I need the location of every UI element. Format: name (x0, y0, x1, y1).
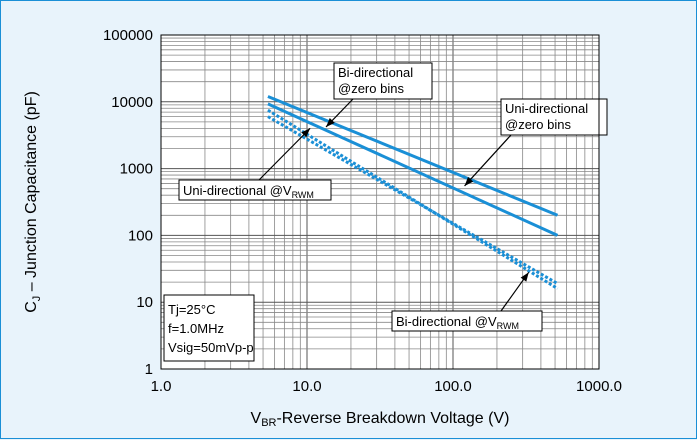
condition-temp: Tj=25°C (168, 302, 215, 317)
uni-zero-label-line: Uni-directional (505, 101, 588, 116)
bi-zero-label-line: @zero bins (338, 81, 404, 96)
x-axis-title: VBR-Reverse Breakdown Voltage (V) (251, 410, 510, 429)
bi-vrwm-arrow-head (520, 272, 529, 282)
condition-vsig: Vsig=50mVp-p (168, 340, 254, 355)
x-tick-label: 10.0 (292, 378, 321, 395)
bi-zero-label-line: Bi-directional (338, 65, 413, 80)
bi-vrwm-label: Bi-directional @VRWM (396, 314, 519, 331)
x-tick-label: 1000.0 (576, 378, 622, 395)
dotted-series-line-3 (267, 115, 559, 285)
y-tick-label: 100 (128, 227, 153, 244)
data-series (267, 95, 559, 290)
y-tick-label: 10 (136, 294, 153, 311)
plot-border (160, 34, 600, 370)
uni-vrwm-arrow-head (301, 128, 311, 138)
bi-zero-label-box (333, 62, 433, 100)
condition-freq: f=1.0MHz (168, 321, 224, 336)
uni-zero-label-box (500, 98, 608, 136)
x-tick-label: 1.0 (151, 378, 172, 395)
uni-zero-arrow-line (464, 134, 512, 187)
bi-zero-arrow-head (326, 118, 335, 127)
y-axis-title: CJ – Junction Capacitance (pF) (23, 91, 43, 313)
uni-vrwm-label: Uni-directional @VRWM (183, 183, 314, 200)
test-conditions-box: Tj=25°C f=1.0MHz Vsig=50mVp-p (163, 294, 255, 362)
y-tick-label: 100000 (103, 27, 153, 44)
uni-zero-arrow-head (464, 176, 474, 186)
x-tick-label: 100.0 (434, 378, 472, 395)
solid-series-line-0 (267, 95, 559, 217)
y-tick-label: 1000 (120, 161, 153, 178)
uni-vrwm-arrow-line (258, 127, 311, 181)
y-tick-label: 10000 (111, 94, 153, 111)
bi-vrwm-label-box (391, 310, 543, 332)
tick-labels: 1.0 10.0 100.0 1000.0 1 10 100 1000 10000 100000 (103, 27, 622, 395)
uni-zero-label-line: @zero bins (505, 117, 571, 132)
annotations: Bi-directional@zero binsUni-directional@… (178, 62, 608, 332)
solid-series-line-1 (267, 102, 559, 237)
uni-vrwm-label-box (178, 179, 332, 201)
y-tick-label: 1 (145, 361, 153, 378)
